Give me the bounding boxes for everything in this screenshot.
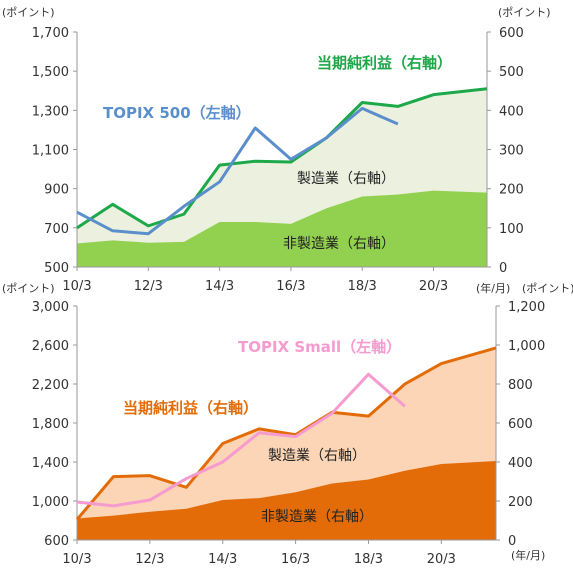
non-manufacturing-series-label: 非製造業（右軸）	[261, 509, 373, 525]
right-tick-label: 400	[499, 104, 524, 119]
left-tick-label: 900	[44, 183, 69, 198]
right-tick-label: 1,000	[508, 339, 545, 354]
x-tick-label: 10/3	[62, 552, 91, 567]
left-tick-label: 1,000	[32, 495, 69, 510]
right-tick-label: 0	[499, 261, 507, 276]
x-tick-label: 14/3	[208, 552, 237, 567]
x-tick-label: 18/3	[348, 279, 377, 294]
right-tick-label: 600	[499, 26, 524, 41]
left-tick-label: 1,500	[32, 65, 69, 80]
right-axis-unit: (ポイント)	[522, 282, 573, 295]
x-axis-unit: (年/月)	[511, 548, 545, 562]
x-tick-label: 12/3	[135, 552, 164, 567]
net-income-line	[75, 346, 497, 521]
right-tick-label: 800	[508, 378, 533, 393]
x-tick-label: 18/3	[354, 552, 383, 567]
left-tick-label: 500	[44, 261, 69, 276]
right-tick-label: 400	[508, 456, 533, 471]
chart-panel-2: 600 1,000 1,400 1,800 2,200 2,600 3,000 0 200 400…	[2, 282, 573, 567]
right-tick-label: 500	[499, 65, 524, 80]
manufacturing-series-label: 製造業（右軸）	[268, 448, 366, 464]
x-tick-label: 16/3	[276, 279, 305, 294]
non-manufacturing-area	[77, 190, 487, 267]
left-tick-label: 1,400	[32, 456, 69, 471]
left-tick-label: 700	[44, 222, 69, 237]
left-tick-label: 1,100	[32, 144, 69, 159]
x-axis-unit: (年/月)	[476, 281, 510, 295]
left-axis-unit: (ポイント)	[2, 6, 55, 19]
left-tick-label: 1,700	[32, 26, 69, 41]
net-income-series-label: 当期純利益（右軸）	[317, 54, 452, 72]
non-manufacturing-series-label: 非製造業（右軸）	[283, 236, 395, 252]
manufacturing-series-label: 製造業（右軸）	[297, 171, 395, 187]
right-axis-unit: (ポイント)	[498, 6, 551, 19]
x-tick-label: 12/3	[134, 279, 163, 294]
x-tick-label: 20/3	[419, 279, 448, 294]
net-income-line	[76, 87, 488, 230]
left-tick-label: 3,000	[32, 300, 69, 315]
left-axis-unit: (ポイント)	[2, 282, 55, 295]
index-series-label: TOPIX Small（左軸）	[238, 338, 401, 356]
index-series-label: TOPIX 500（左軸）	[103, 104, 251, 122]
right-tick-label: 100	[499, 222, 524, 237]
x-tick-label: 10/3	[62, 279, 91, 294]
x-tick-label: 16/3	[281, 552, 310, 567]
net-income-series-label: 当期純利益（右軸）	[123, 399, 258, 417]
x-tick-label: 14/3	[205, 279, 234, 294]
index-line	[76, 106, 399, 236]
left-tick-label: 2,200	[32, 378, 69, 393]
left-tick-label: 600	[44, 534, 69, 549]
chart-panel-1: 500 700 900 1,100 1,300 1,500 1,700 0 100 200 300 4…	[2, 6, 551, 295]
right-tick-label: 0	[508, 534, 516, 549]
x-tick-label: 20/3	[427, 552, 456, 567]
left-tick-label: 2,600	[32, 339, 69, 354]
right-tick-label: 1,200	[508, 300, 545, 315]
left-tick-label: 1,300	[32, 104, 69, 119]
right-tick-label: 200	[499, 183, 524, 198]
left-tick-label: 1,800	[32, 417, 69, 432]
non-manufacturing-area	[77, 461, 496, 540]
right-tick-label: 600	[508, 417, 533, 432]
right-tick-label: 200	[508, 495, 533, 510]
index-line	[76, 372, 406, 508]
right-tick-label: 300	[499, 144, 524, 159]
